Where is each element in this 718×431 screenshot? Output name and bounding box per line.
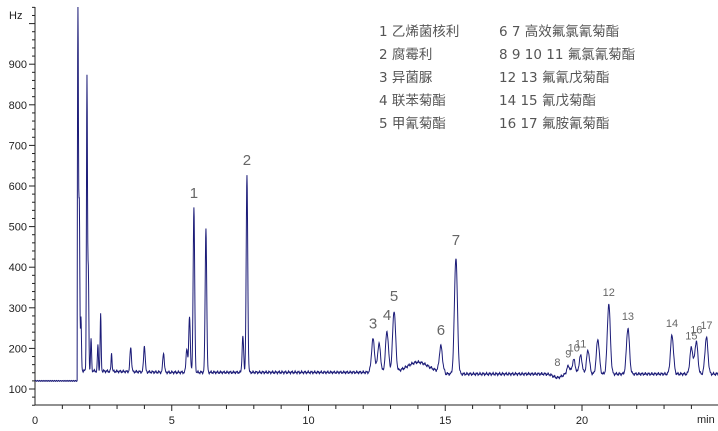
peak-label-2: 2 <box>243 152 251 169</box>
peak-label-4: 4 <box>383 307 391 324</box>
y-tick-label: 100 <box>9 384 27 396</box>
peak-label-17: 17 <box>700 320 712 332</box>
legend-entry: 3 异菌脲 <box>379 70 433 86</box>
y-tick-label: 300 <box>9 303 27 315</box>
x-tick-label: 15 <box>439 415 451 427</box>
y-axis-label: Hz <box>9 10 22 22</box>
peak-label-11: 11 <box>575 338 586 350</box>
peak-label-15: 15 <box>685 330 697 342</box>
peak-label-6: 6 <box>437 322 445 339</box>
peak-label-1: 1 <box>190 185 198 202</box>
legend-entry: 6 7 高效氟氯氰菊酯 <box>499 23 619 40</box>
peak-label-14: 14 <box>666 318 678 330</box>
y-tick-label: 200 <box>9 343 27 355</box>
legend-entry: 12 13 氟氰戊菊酯 <box>499 70 609 86</box>
peak-label-9: 9 <box>565 349 571 361</box>
legend-entry: 8 9 10 11 氟氯氰菊酯 <box>499 47 635 63</box>
y-tick-label: 800 <box>9 100 27 112</box>
legend-entry: 16 17 氟胺氰菊酯 <box>499 116 609 132</box>
y-tick-label: 400 <box>9 262 27 274</box>
x-axis-label: min <box>697 414 715 426</box>
legend-entry: 4 联苯菊酯 <box>379 93 446 109</box>
legend-entry: 14 15 氰戊菊酯 <box>499 93 596 109</box>
peak-label-13: 13 <box>622 311 634 323</box>
legend-entry: 5 甲氰菊酯 <box>379 116 446 132</box>
x-tick-label: 5 <box>169 415 175 427</box>
peak-label-7: 7 <box>452 232 460 249</box>
x-tick-label: 0 <box>32 415 38 427</box>
peak-label-16: 16 <box>690 324 702 336</box>
peak-label-12: 12 <box>603 287 615 299</box>
y-tick-label: 700 <box>9 140 27 152</box>
peak-label-10: 10 <box>568 343 580 355</box>
peak-label-8: 8 <box>554 357 560 369</box>
y-tick-label: 900 <box>9 59 27 71</box>
chromatogram-trace <box>34 6 718 382</box>
peak-label-3: 3 <box>369 315 377 332</box>
y-tick-label: 500 <box>9 222 27 234</box>
peak-label-5: 5 <box>390 288 398 305</box>
legend-entry: 1 乙烯菌核利 <box>379 24 459 40</box>
x-tick-label: 10 <box>302 415 314 427</box>
legend-entry: 2 腐霉利 <box>379 47 432 63</box>
x-tick-label: 20 <box>576 415 588 427</box>
legend: 1 乙烯菌核利 6 7 高效氟氯氰菊酯 2 腐霉利 8 9 10 11 氟氯氰菊酯 3 … <box>379 23 635 132</box>
y-tick-label: 600 <box>9 181 27 193</box>
